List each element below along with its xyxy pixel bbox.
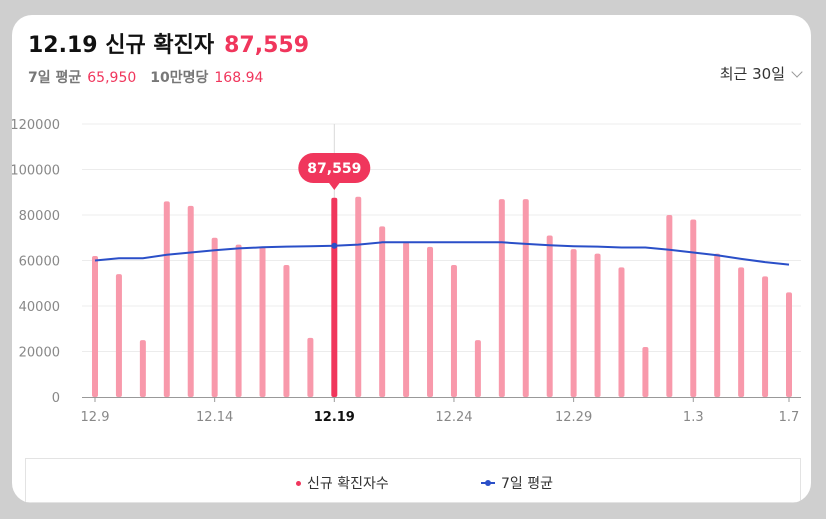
chart-card: 12.19 신규 확진자 87,559 7일 평균 65,950 10만명당 1… — [12, 15, 811, 503]
bar-1.1 — [642, 346, 649, 397]
x-tick-label: 12.14 — [196, 410, 233, 425]
bar-12.19 — [331, 197, 338, 397]
bar-12.23 — [427, 246, 434, 397]
bar-12.25 — [474, 340, 481, 397]
bar-1.2 — [666, 215, 673, 397]
bar-12.20 — [355, 196, 362, 397]
avg7-line — [94, 241, 790, 266]
bar-12.22 — [403, 242, 410, 397]
bar-1.7 — [786, 292, 792, 397]
title-value: 87,559 — [224, 33, 310, 58]
bar-1.6 — [762, 276, 769, 397]
legend-label-avg7: 7일 평균 — [501, 476, 553, 492]
bar-12.29 — [570, 249, 577, 397]
bar-12.16 — [259, 246, 266, 397]
x-tick-label: 12.19 — [314, 410, 355, 425]
bar-12.18 — [307, 337, 314, 397]
legend-label-new-cases: 신규 확진자수 — [307, 476, 389, 492]
bar-12.17 — [283, 265, 290, 397]
legend-item-new-cases[interactable]: 신규 확진자수 — [296, 473, 389, 493]
legend-dot-icon — [296, 480, 301, 486]
y-tick-label: 20000 — [19, 346, 60, 361]
bar-1.4 — [714, 253, 721, 397]
bar-12.27 — [522, 199, 529, 397]
bar-12.30 — [594, 253, 601, 397]
legend: 신규 확진자수 7일 평균 — [25, 458, 801, 503]
y-tick-label: 0 — [52, 391, 60, 406]
bar-12.31 — [618, 267, 625, 397]
tooltip-label: 87,559 — [307, 161, 361, 177]
bar-12.13 — [187, 205, 194, 397]
per100k-value: 168.94 — [214, 70, 264, 86]
page-title: 12.19 신규 확진자 — [28, 33, 215, 58]
avg7-point-highlight — [331, 242, 338, 249]
avg7-label: 7일 평균 — [28, 70, 82, 86]
bar-12.15 — [235, 244, 242, 397]
bar-12.28 — [546, 235, 553, 397]
x-tick-label: 12.9 — [81, 410, 110, 425]
bar-12.14 — [211, 237, 218, 397]
bar-1.3 — [690, 219, 697, 397]
y-tick-label: 80000 — [19, 209, 60, 224]
legend-item-avg7[interactable]: 7일 평균 — [481, 473, 553, 493]
title-row: 12.19 신규 확진자 87,559 — [28, 27, 309, 59]
y-tick-label: 100000 — [12, 164, 60, 179]
x-tick-label: 12.29 — [555, 410, 592, 425]
bar-12.12 — [163, 201, 170, 397]
tooltip-pointer — [328, 182, 341, 190]
bar-12.26 — [498, 199, 505, 397]
bar-12.21 — [379, 226, 386, 397]
bar-line-chart: 0 20000 40000 60000 80000 100000 120000 12.9 12.… — [12, 118, 801, 425]
bar-12.11 — [139, 340, 146, 397]
x-tick-label: 1.3 — [683, 410, 704, 425]
x-tick-label: 12.24 — [435, 410, 472, 425]
avg7-value: 65,950 — [87, 70, 137, 86]
bar-12.9 — [92, 255, 98, 397]
period-dropdown[interactable]: 최근 30일 — [719, 63, 803, 84]
x-tick-label: 1.7 — [779, 410, 800, 425]
tooltip-bubble — [298, 153, 371, 183]
y-tick-label: 40000 — [19, 300, 60, 315]
legend-line-icon — [481, 480, 495, 486]
bar-12.24 — [450, 265, 457, 397]
per100k-label: 10만명당 — [150, 70, 209, 86]
y-tick-label: 120000 — [12, 118, 60, 133]
summary-row: 7일 평균 65,950 10만명당 168.94 — [28, 67, 271, 87]
bar-1.5 — [738, 267, 745, 397]
bar-12.10 — [115, 274, 122, 397]
period-label: 최근 30일 — [719, 65, 785, 83]
y-tick-label: 60000 — [19, 255, 60, 270]
